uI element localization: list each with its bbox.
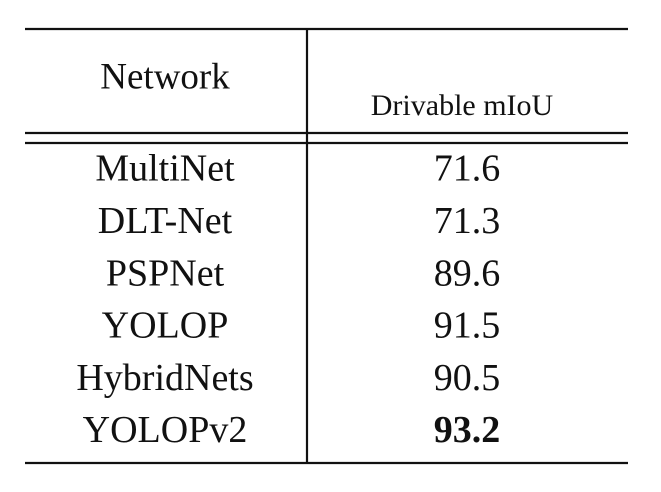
header-cell: Drivable mIoU (371, 89, 554, 122)
network-cell: PSPNet (106, 252, 225, 294)
network-cell: HybridNets (76, 357, 253, 399)
miou-cell: 71.3 (434, 200, 501, 242)
network-cell: DLT-Net (98, 200, 233, 242)
header-cell: Network (100, 56, 230, 97)
miou-cell: 89.6 (434, 252, 501, 294)
miou-cell: 91.5 (434, 305, 501, 347)
network-cell: YOLOP (102, 305, 229, 347)
miou-cell: 93.2 (434, 409, 501, 451)
miou-cell: 90.5 (434, 357, 501, 399)
table-body: MultiNet 71.6 DLT-Net 71.3 PSPNet 89.6 YOLOP 91… (76, 148, 500, 452)
network-cell: YOLOPv2 (83, 409, 248, 451)
miou-cell: 71.6 (434, 148, 501, 190)
network-cell: MultiNet (95, 148, 235, 190)
